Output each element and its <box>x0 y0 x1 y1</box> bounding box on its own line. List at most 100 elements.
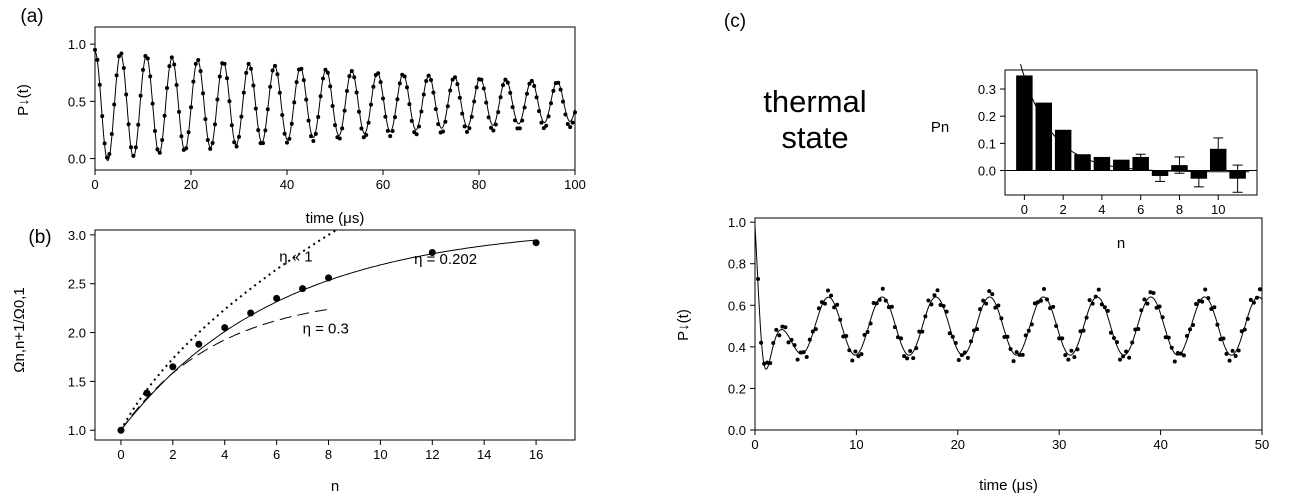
panel-a-data-point <box>568 125 573 130</box>
panel-a-data-point <box>563 112 568 117</box>
panel-c-data-point <box>990 292 995 297</box>
panel-a-data-point <box>232 140 237 145</box>
panel-a-data-point <box>172 62 177 67</box>
panel-a-data-point <box>167 64 172 69</box>
panel-a-data-point <box>359 126 364 131</box>
panel-a-data-point <box>117 54 121 59</box>
panel-a-data-point <box>393 115 397 120</box>
panel-a-ylabel: P↓(t) <box>15 84 32 116</box>
panel-c-data-point <box>1081 328 1086 333</box>
panel-a-data-point <box>294 80 299 85</box>
panel-a-data-point <box>448 88 453 93</box>
panel-a-data-point <box>429 77 433 82</box>
panel-a-data-point <box>424 79 429 84</box>
panel-b-x-tick-label: 8 <box>325 447 332 462</box>
panel-c-data-point <box>762 361 767 366</box>
panel-c-data-point <box>883 298 888 303</box>
panel-b-annotation-eta-0.3: η = 0.3 <box>303 321 349 338</box>
panel-c-data-point <box>1102 305 1107 310</box>
panel-b-ylabel: Ωn,n+1/Ω0,1 <box>11 287 28 372</box>
panel-c-data-point <box>1048 306 1053 311</box>
panel-c-data-point <box>1224 351 1229 356</box>
panel-b-annotation-eta-0.202: η = 0.202 <box>414 251 477 268</box>
panel-a-data-point <box>289 121 294 126</box>
panel-a-data-point <box>441 129 445 134</box>
panel-a-data-point <box>505 80 510 85</box>
inset-frame <box>1004 69 1258 196</box>
panel-a-data-point <box>169 55 174 60</box>
panel-a-data-point <box>124 92 129 97</box>
panel-a-data-point <box>246 61 251 66</box>
panel-a-data-point <box>292 100 297 105</box>
panel-c-data-point <box>1035 300 1040 305</box>
panel-c-data-point <box>911 356 916 361</box>
panel-a-data-point <box>143 54 148 59</box>
panel-a-data-point <box>510 105 515 110</box>
panel-c-data-point <box>880 286 885 291</box>
panel-c-data-point <box>1248 297 1253 302</box>
panel-c-data-point <box>1014 350 1019 355</box>
panel-a-data-point <box>129 145 133 150</box>
inset-x-tick-label: 6 <box>1137 202 1144 217</box>
panel-b-data-point <box>273 294 281 302</box>
panel-a-data-point <box>465 129 469 134</box>
panel-a-data-point <box>556 80 561 85</box>
panel-c-data-point <box>832 305 837 310</box>
panel-c-data-point <box>1121 354 1126 359</box>
panel-c-x-tick-label: 10 <box>849 437 863 452</box>
panel-a-data-point <box>270 68 275 73</box>
panel-a-x-tick-label: 20 <box>184 177 198 192</box>
panel-c-data-point <box>1148 290 1153 295</box>
panel-c-y-tick-label: 0.4 <box>728 340 746 355</box>
panel-a-data-point <box>390 128 395 133</box>
panel-a-data-point <box>347 74 352 79</box>
panel-c-data-point <box>932 293 937 298</box>
panel-a-data-point <box>119 51 124 56</box>
panel-c-data-point <box>1212 305 1217 310</box>
panel-c-data-point <box>792 343 797 348</box>
panel-c-data-point <box>1133 327 1138 332</box>
panel-c-data-point <box>1093 294 1098 299</box>
panel-a-data-point <box>539 120 544 125</box>
panel-a-data-point <box>342 108 347 113</box>
panel-c-data-point <box>1114 340 1119 345</box>
panel-c-annotation-state: state <box>781 120 848 155</box>
panel-a-data-point <box>407 102 412 107</box>
panel-a-data-point <box>203 117 208 122</box>
panel-a-data-point <box>227 99 232 104</box>
panel-c-data-point <box>892 325 897 330</box>
panel-a-data-point <box>503 77 508 82</box>
panel-a-data-point <box>133 145 138 150</box>
panel-b-data-point <box>325 274 333 282</box>
panel-c-x-tick-label: 30 <box>1052 437 1066 452</box>
panel-c-data-point <box>859 352 864 357</box>
panel-a-data-point <box>337 136 342 141</box>
panel-a-data-point <box>345 89 349 94</box>
panel-a-data-point <box>419 109 424 114</box>
panel-c-data-point <box>862 332 867 337</box>
panel-c-data-point <box>1151 290 1156 295</box>
panel-a-data-point <box>534 95 539 100</box>
panel-a-data-point <box>453 75 457 80</box>
panel-a-data-point <box>112 102 117 107</box>
panel-a-data-point <box>340 126 345 131</box>
panel-c-data-point <box>972 328 977 333</box>
panel-a-data-point <box>498 95 503 100</box>
panel-c-data-point <box>1008 346 1013 351</box>
panel-c-data-point <box>844 333 849 338</box>
panel-a-data-point <box>311 139 316 144</box>
panel-a-data-point <box>201 91 205 96</box>
panel-c-data-point <box>944 309 949 314</box>
panel-a-data-point <box>237 134 241 139</box>
panel-c-data-point <box>798 350 803 355</box>
panel-c-data-point <box>804 354 809 359</box>
panel-c-data-point <box>1045 297 1050 302</box>
panel-a-data-point <box>316 115 321 120</box>
panel-a-data-point <box>126 122 131 127</box>
panel-b-frame <box>94 229 576 441</box>
panel-c-data-point <box>1096 287 1101 292</box>
panel-c-data-point <box>1169 345 1174 350</box>
panel-a-data-point <box>417 124 421 129</box>
panel-c-data-point <box>813 327 818 332</box>
panel-c-annotation-thermal: thermal <box>763 84 866 119</box>
